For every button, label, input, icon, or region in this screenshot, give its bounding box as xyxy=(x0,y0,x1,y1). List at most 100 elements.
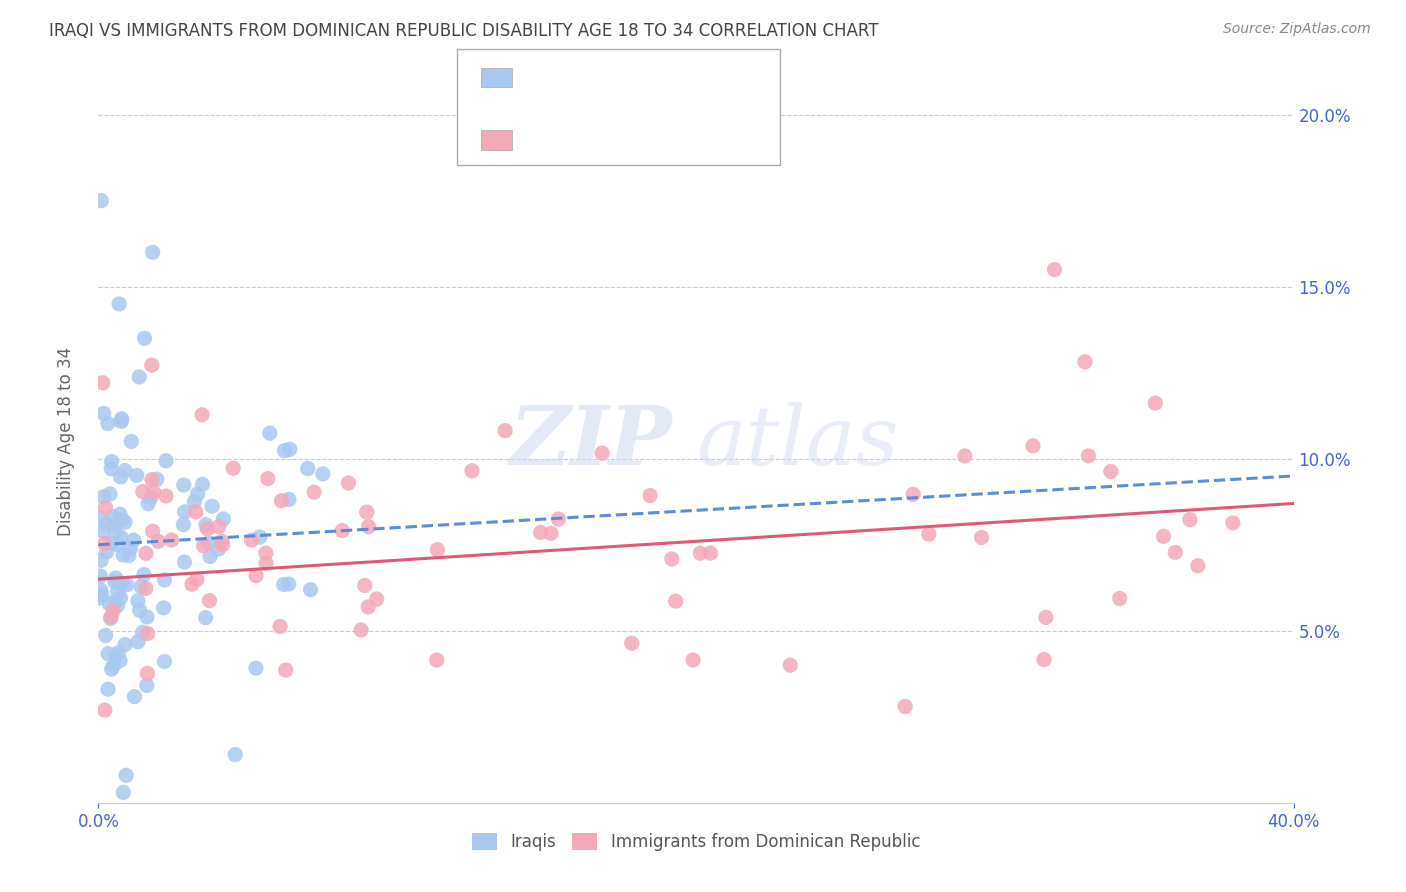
Point xyxy=(153,655,176,669)
Point xyxy=(211,538,233,552)
Point xyxy=(103,518,125,533)
Point xyxy=(350,623,373,637)
Point xyxy=(136,666,159,681)
Point xyxy=(89,569,111,583)
Text: Source: ZipAtlas.com: Source: ZipAtlas.com xyxy=(1223,22,1371,37)
Point xyxy=(269,619,291,633)
Point xyxy=(224,747,246,762)
Point xyxy=(366,592,388,607)
Point xyxy=(93,490,115,504)
Point xyxy=(682,653,704,667)
Point xyxy=(141,473,163,487)
Point xyxy=(194,517,217,532)
Text: IRAQI VS IMMIGRANTS FROM DOMINICAN REPUBLIC DISABILITY AGE 18 TO 34 CORRELATION : IRAQI VS IMMIGRANTS FROM DOMINICAN REPUB… xyxy=(49,22,879,40)
Text: ZIP: ZIP xyxy=(509,401,672,482)
Point xyxy=(100,461,122,475)
Point xyxy=(135,582,157,596)
Point xyxy=(1153,529,1175,543)
Point xyxy=(661,552,683,566)
Point xyxy=(98,597,121,611)
Point xyxy=(249,530,271,544)
Point xyxy=(115,768,138,782)
Point xyxy=(278,442,301,457)
Point xyxy=(132,625,155,640)
Point xyxy=(124,690,146,704)
Point xyxy=(142,524,165,539)
Point xyxy=(129,580,152,594)
Point xyxy=(90,588,112,602)
Point xyxy=(94,500,117,515)
Point xyxy=(97,647,120,661)
Point xyxy=(426,542,449,557)
Point xyxy=(208,519,231,533)
Point xyxy=(108,508,131,522)
Point xyxy=(94,536,117,550)
Point xyxy=(198,549,221,564)
Point xyxy=(356,505,378,519)
Point xyxy=(1077,449,1099,463)
Point xyxy=(112,548,135,562)
Point xyxy=(110,591,132,605)
Point xyxy=(110,414,132,428)
Point xyxy=(180,577,202,591)
Point xyxy=(100,611,122,625)
Point xyxy=(87,510,110,524)
Point xyxy=(101,604,124,618)
Point xyxy=(191,477,214,491)
Point xyxy=(101,509,124,524)
Text: atlas: atlas xyxy=(696,401,898,482)
Point xyxy=(172,517,194,532)
Text: R =  0.061   N = 102: R = 0.061 N = 102 xyxy=(520,78,679,93)
Point xyxy=(114,515,136,529)
Point xyxy=(297,461,319,475)
Point xyxy=(1222,516,1244,530)
Point xyxy=(187,487,209,501)
Point xyxy=(222,461,245,475)
Point xyxy=(1074,355,1097,369)
Point xyxy=(302,485,325,500)
Point xyxy=(953,449,976,463)
Point xyxy=(277,492,299,507)
Point xyxy=(207,541,229,556)
Point xyxy=(198,593,221,607)
Point xyxy=(101,536,124,550)
Point xyxy=(148,534,170,549)
Point xyxy=(104,594,127,608)
Point xyxy=(273,443,295,458)
Point xyxy=(104,524,127,538)
Point xyxy=(135,678,157,692)
Point xyxy=(1178,513,1201,527)
Point xyxy=(270,493,292,508)
Point xyxy=(183,494,205,508)
Point xyxy=(184,505,207,519)
Point xyxy=(97,417,120,431)
Point xyxy=(108,297,131,311)
Point xyxy=(191,408,214,422)
Point xyxy=(139,491,162,505)
Point xyxy=(107,646,129,660)
Point xyxy=(90,583,112,598)
Point xyxy=(146,472,169,486)
Point xyxy=(1099,465,1122,479)
Point xyxy=(128,370,150,384)
Point xyxy=(98,487,121,501)
Point xyxy=(273,577,295,591)
Point xyxy=(107,538,129,552)
Point xyxy=(108,654,131,668)
Point xyxy=(96,545,118,559)
Point xyxy=(107,584,129,599)
Point xyxy=(1144,396,1167,410)
Point xyxy=(91,376,114,390)
Point xyxy=(115,578,138,592)
Y-axis label: Disability Age 18 to 34: Disability Age 18 to 34 xyxy=(56,347,75,536)
Point xyxy=(254,556,277,570)
Point xyxy=(1035,610,1057,624)
Point xyxy=(153,573,176,587)
Point xyxy=(155,454,177,468)
Point xyxy=(111,513,134,527)
Point xyxy=(141,358,163,372)
Point xyxy=(100,610,122,624)
Point xyxy=(93,524,115,539)
Point xyxy=(90,553,112,567)
Point xyxy=(254,546,277,560)
